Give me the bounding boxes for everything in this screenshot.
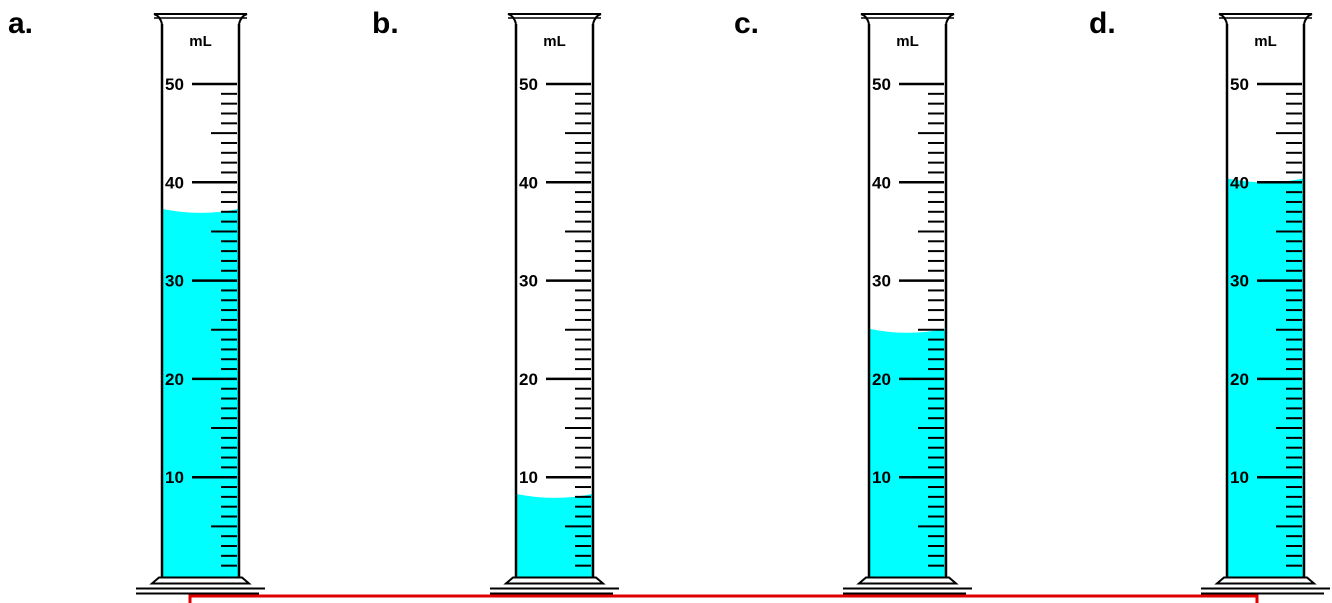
tick-label-d: 10 (1230, 468, 1249, 487)
tick-label-d: 40 (1230, 173, 1249, 192)
panel-label-a: a. (8, 7, 33, 40)
unit-label-d: mL (1254, 33, 1277, 50)
base-top-b (503, 576, 606, 585)
tick-label-a: 30 (165, 272, 184, 291)
tick-label-c: 10 (872, 468, 891, 487)
tick-label-a: 10 (165, 468, 184, 487)
base-top-d (1214, 576, 1317, 585)
unit-label-a: mL (189, 33, 212, 50)
cylinder-c: c. mL 10 20 30 40 50 (734, 7, 972, 595)
panel-label-d: d. (1089, 7, 1116, 40)
tube-rim-c (860, 13, 955, 25)
tube-rim-b (507, 13, 602, 25)
tick-label-b: 50 (519, 75, 538, 94)
tick-label-b: 20 (519, 370, 538, 389)
tick-label-d: 50 (1230, 75, 1249, 94)
tick-label-c: 40 (872, 173, 891, 192)
answer-box[interactable] (188, 594, 1259, 603)
cylinder-b: b. mL 10 20 30 40 50 (372, 7, 619, 595)
cylinder-a: a. mL 10 20 30 40 50 (8, 7, 265, 595)
tick-label-c: 30 (872, 272, 891, 291)
liquid-c (869, 328, 946, 577)
tick-label-a: 20 (165, 370, 184, 389)
tick-label-a: 50 (165, 75, 184, 94)
unit-label-b: mL (543, 33, 566, 50)
panel-label-c: c. (734, 7, 759, 40)
tube-rim-d (1218, 13, 1313, 25)
panel-label-b: b. (372, 7, 399, 40)
cylinder-d: d. mL 10 20 30 40 50 (1089, 7, 1330, 595)
tick-label-b: 10 (519, 468, 538, 487)
tick-label-b: 30 (519, 272, 538, 291)
liquid-b (516, 493, 593, 577)
tick-label-d: 30 (1230, 272, 1249, 291)
tick-label-c: 20 (872, 370, 891, 389)
tick-label-d: 20 (1230, 370, 1249, 389)
tube-rim-a (153, 13, 248, 25)
liquid-a (162, 208, 239, 577)
unit-label-c: mL (896, 33, 919, 50)
base-top-a (149, 576, 252, 585)
tick-label-b: 40 (519, 173, 538, 192)
tick-label-c: 50 (872, 75, 891, 94)
base-top-c (856, 576, 959, 585)
tick-label-a: 40 (165, 173, 184, 192)
